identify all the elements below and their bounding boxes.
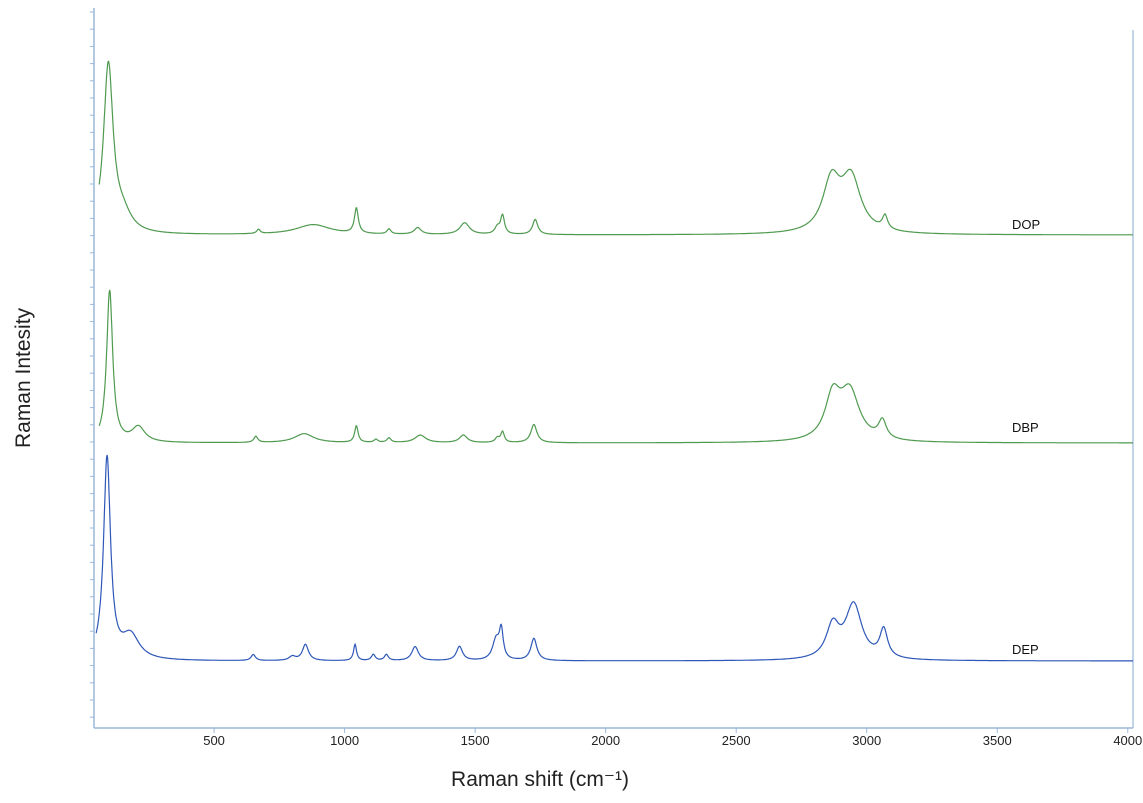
x-tick-label: 500: [203, 733, 225, 748]
x-tick-label: 1500: [461, 733, 490, 748]
x-tick-label: 2000: [591, 733, 620, 748]
x-ticks: 500 1000 1500 2000 2500 3000 3500 4000: [203, 728, 1142, 748]
y-ticks: [90, 11, 94, 718]
x-tick-label: 3000: [852, 733, 881, 748]
x-axis-title: Raman shift (cm⁻¹): [451, 768, 629, 791]
spectrum-line-dop: [98, 60, 1133, 236]
series-label-dep: DEP: [1012, 642, 1039, 657]
x-tick-label: 2500: [722, 733, 751, 748]
spectrum-traces: [95, 60, 1133, 662]
x-tick-label: 1000: [330, 733, 359, 748]
series-label-dop: DOP: [1012, 217, 1040, 232]
spectrum-line-dep: [95, 454, 1133, 662]
x-tick-label: 3500: [983, 733, 1012, 748]
axes: [93, 8, 1134, 729]
series-label-dbp: DBP: [1012, 420, 1039, 435]
spectrum-line-dbp: [98, 289, 1133, 444]
x-tick-label: 4000: [1113, 733, 1142, 748]
y-axis-title: Raman Intesity: [12, 307, 35, 448]
series-labels: DOP DBP DEP: [1012, 217, 1040, 657]
